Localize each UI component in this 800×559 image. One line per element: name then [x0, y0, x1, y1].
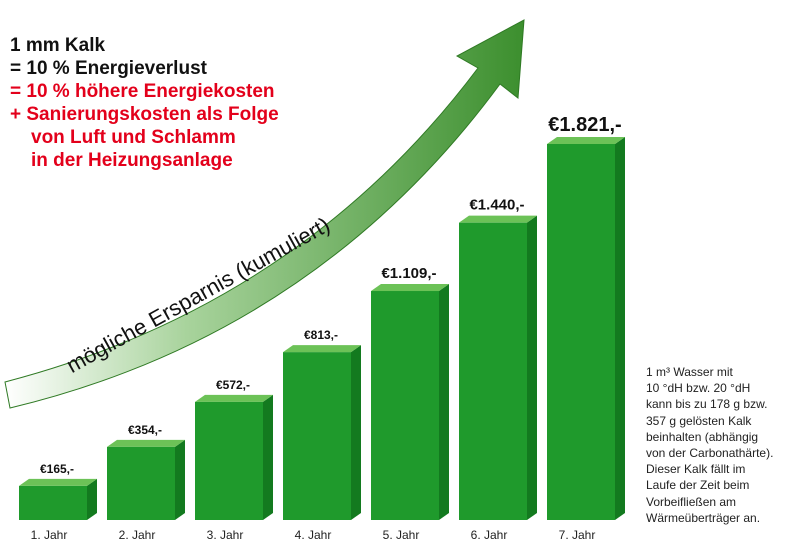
bar-top: [459, 215, 537, 223]
headline-line-3: = 10 % höhere Energiekosten: [10, 81, 275, 102]
category-label: 3. Jahr: [207, 528, 244, 542]
bar-value-label: €354,-: [128, 423, 162, 437]
savings-arrow: [4, 19, 525, 409]
side-note-line: Vorbeifließen am: [646, 494, 737, 509]
bar-front: [459, 222, 527, 520]
bar-front: [195, 401, 263, 520]
side-note-line: Wärmeüberträger an.: [646, 510, 761, 525]
savings-arrow-shape: [4, 19, 525, 409]
side-note-line: Laufe der Zeit beim: [646, 478, 750, 493]
headline-line-5: von Luft und Schlamm: [31, 127, 236, 148]
bar-side: [175, 439, 185, 520]
category-label: 4. Jahr: [295, 528, 332, 542]
side-note-line: 10 °dH bzw. 20 °dH: [646, 381, 751, 396]
bar: [371, 284, 449, 520]
bar-value-label: €1.109,-: [381, 265, 436, 282]
bar-side: [263, 394, 273, 520]
bar-side: [87, 478, 97, 520]
bar-front: [19, 485, 87, 520]
bar-value-label: €165,-: [40, 462, 74, 476]
bar: [547, 137, 625, 520]
bar-top: [107, 439, 185, 447]
headline-line-1: 1 mm Kalk: [10, 35, 106, 56]
category-labels-layer: 1. Jahr 2. Jahr 3. Jahr 4. Jahr 5. Jahr 6. Ja…: [31, 528, 596, 542]
bar-side: [527, 215, 537, 520]
headline-line-4: + Sanierungskosten als Folge: [10, 104, 279, 125]
bars-layer: [19, 137, 625, 520]
bar: [107, 439, 185, 520]
bar-front: [283, 352, 351, 520]
bar-top: [283, 345, 361, 353]
bar: [19, 478, 97, 520]
category-label: 7. Jahr: [559, 528, 596, 542]
side-note-line: von der Carbonathärte).: [646, 446, 774, 461]
bar-top: [371, 284, 449, 292]
side-note-line: 1 m³ Wasser mit: [646, 365, 733, 379]
bar: [283, 345, 361, 520]
bar-value-label: €813,-: [304, 328, 338, 342]
bar-value-label: €1.821,-: [548, 114, 621, 136]
bar-top: [547, 137, 625, 144]
side-note-line: Dieser Kalk fällt im: [646, 462, 746, 477]
side-note-line: beinhalten (abhängig: [646, 429, 759, 444]
category-label: 6. Jahr: [471, 528, 508, 542]
bar-front: [371, 291, 439, 520]
bar-side: [351, 345, 361, 520]
headline: 1 mm Kalk = 10 % Energieverlust = 10 % h…: [10, 34, 279, 172]
bar-top: [19, 478, 97, 486]
bar-value-label: €1.440,-: [469, 197, 524, 214]
bar-front: [107, 446, 175, 520]
bar-side: [439, 284, 449, 520]
bar-side: [615, 137, 625, 520]
category-label: 2. Jahr: [119, 528, 156, 542]
side-note: 1 m³ Wasser mit 10 °dH bzw. 20 °dH kann …: [646, 364, 796, 526]
category-label: 1. Jahr: [31, 528, 68, 542]
headline-line-6: in der Heizungsanlage: [31, 150, 233, 171]
side-note-line: kann bis zu 178 g bzw.: [646, 397, 768, 412]
value-labels-layer: €165,- €354,- €572,- €813,- €1.109,- €1.440,-…: [40, 114, 622, 476]
bar: [459, 215, 537, 520]
bar-value-label: €572,-: [216, 378, 250, 392]
category-label: 5. Jahr: [383, 528, 420, 542]
bar-front: [547, 144, 615, 520]
bar: [195, 394, 273, 520]
bar-top: [195, 394, 273, 402]
side-note-line: 357 g gelösten Kalk: [646, 413, 752, 428]
headline-line-2: = 10 % Energieverlust: [10, 58, 207, 79]
